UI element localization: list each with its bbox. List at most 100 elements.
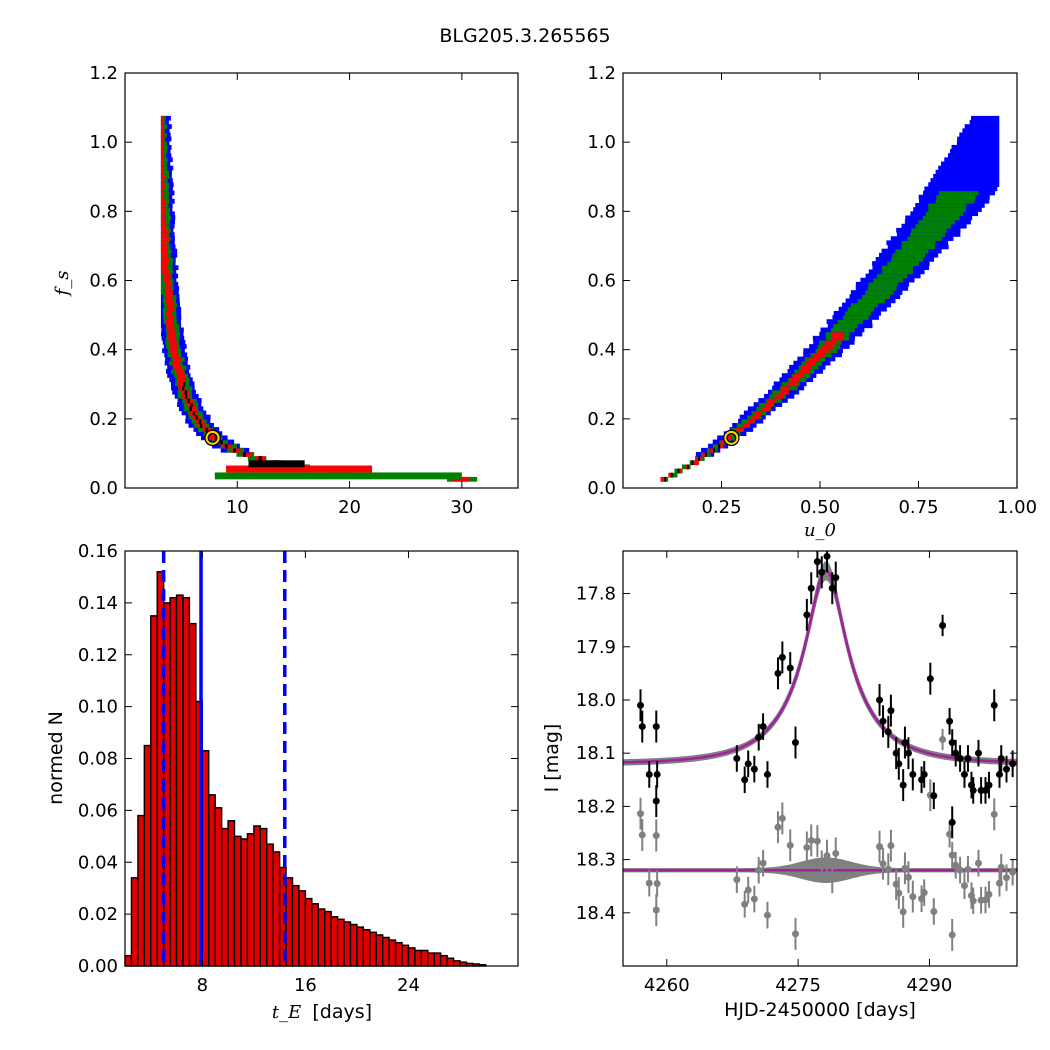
heatmap-cell xyxy=(747,418,755,424)
residual-point xyxy=(901,864,909,872)
heatmap-cell xyxy=(160,182,170,188)
heatmap-cell xyxy=(160,198,167,204)
heatmap-cell xyxy=(928,182,1000,188)
data-point xyxy=(774,669,782,677)
heatmap-cell xyxy=(160,215,172,221)
heatmap-cell xyxy=(166,315,175,320)
data-point xyxy=(899,781,907,789)
y-tick-label: 0.10 xyxy=(78,697,118,718)
heatmap-cell xyxy=(176,369,184,374)
y-tick-label: 0.02 xyxy=(78,904,118,925)
y-tick-label: 0.0 xyxy=(587,478,616,499)
heatmap-cell xyxy=(873,277,904,283)
heatmap-cell xyxy=(184,393,188,399)
residual-point xyxy=(638,831,646,839)
residual-point xyxy=(653,879,661,887)
residual-point xyxy=(997,863,1005,871)
heatmap-cell xyxy=(959,132,1000,138)
heatmap-cell xyxy=(957,136,1000,142)
heatmap-cell xyxy=(160,115,163,121)
heatmap-cell xyxy=(780,389,789,395)
heatmap-cell xyxy=(160,178,168,183)
light-curve-plot xyxy=(623,551,1017,951)
figure-title: BLG205.3.265565 xyxy=(439,25,610,47)
heatmap-cell xyxy=(169,344,177,349)
heatmap-cell xyxy=(160,128,170,134)
panel-te-fs: 10 20 30 0.0 0.2 0.4 0.6 0.8 1.0 1.2 f_s xyxy=(52,63,519,518)
histogram-bars xyxy=(124,551,487,967)
data-point xyxy=(997,755,1005,762)
data-point xyxy=(909,770,917,778)
residual-point xyxy=(755,866,763,874)
model-uncertainty-band xyxy=(623,561,1017,766)
heatmap-cell xyxy=(933,173,1000,179)
heatmap-cell xyxy=(160,194,164,200)
heatmap-cell xyxy=(160,190,165,196)
data-point xyxy=(904,749,912,757)
residual-point xyxy=(899,908,907,916)
heatmap-cell xyxy=(182,385,185,391)
data-point xyxy=(939,621,947,629)
residual-point xyxy=(807,836,815,844)
histogram-bar xyxy=(304,897,313,967)
residual-point xyxy=(904,873,912,881)
residual-point xyxy=(818,862,826,870)
heatmap-cell xyxy=(165,319,173,324)
heatmap-cell xyxy=(736,427,743,432)
heatmap-cell xyxy=(226,465,373,473)
heatmap-cell xyxy=(928,203,967,208)
y-tick-label: 0.08 xyxy=(78,749,118,770)
heatmap-cell xyxy=(887,261,920,266)
y-tick-label: 0.14 xyxy=(78,593,118,614)
residual-point xyxy=(909,893,917,901)
data-point xyxy=(803,611,811,619)
heatmap-cell xyxy=(160,211,165,217)
panel-u0-fs: 0.25 0.50 0.75 1.00 0.0 0.2 0.4 0.6 0.8 1.0 1.2 u_… xyxy=(587,63,1037,541)
heatmap-cell xyxy=(160,186,169,192)
heatmap-cell xyxy=(169,339,177,345)
y-tick-label: 18.4 xyxy=(576,903,616,924)
y-tick-label: 0.8 xyxy=(89,201,118,222)
heatmap-cell xyxy=(935,198,975,204)
histogram-bar xyxy=(259,827,268,967)
x-tick-label: 0.25 xyxy=(701,497,741,518)
histogram-bar xyxy=(214,807,223,967)
histogram-bar xyxy=(266,843,274,967)
model-curve xyxy=(623,569,1017,764)
heatmap-cell xyxy=(938,190,979,196)
histogram-bar xyxy=(311,903,319,967)
heatmap-cell xyxy=(173,364,181,370)
heatmap-cell xyxy=(911,227,947,233)
histogram-bar xyxy=(220,827,229,967)
data-point xyxy=(985,781,993,789)
data-point xyxy=(930,792,938,800)
y-tick-label: 0.04 xyxy=(78,852,118,873)
histogram-bar xyxy=(208,794,216,967)
heatmap-cell xyxy=(163,277,171,283)
residual-point xyxy=(930,908,938,916)
heatmap-cell xyxy=(947,153,1000,158)
histogram-bar xyxy=(233,835,242,967)
residual-point xyxy=(637,810,645,818)
residual-point xyxy=(948,931,956,939)
heatmap-cell xyxy=(160,190,169,196)
histogram-bar xyxy=(427,952,435,967)
heatmap-cell xyxy=(160,149,168,154)
heatmap-cell xyxy=(742,422,750,428)
data-point xyxy=(741,776,749,784)
histogram-bar xyxy=(240,838,249,967)
data-point xyxy=(818,568,826,576)
residual-point xyxy=(920,889,928,897)
residual-point xyxy=(990,810,998,818)
heatmap-cell xyxy=(160,120,164,125)
histogram-bar xyxy=(388,939,397,967)
data-point xyxy=(645,770,653,778)
heatmap-cell xyxy=(160,169,170,175)
histogram-bar xyxy=(336,918,345,967)
y-tick-label: 0.00 xyxy=(78,956,118,977)
heatmap-cell xyxy=(935,169,1000,175)
data-point xyxy=(823,552,831,560)
heatmap-cell xyxy=(891,256,924,262)
heatmap-cell xyxy=(780,385,790,391)
